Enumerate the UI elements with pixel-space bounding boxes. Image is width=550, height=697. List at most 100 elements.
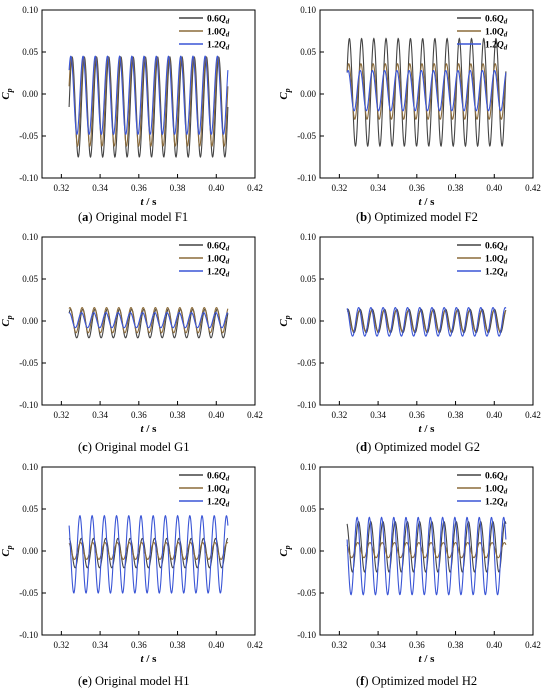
x-tick-label: 0.40 [486,410,502,420]
x-tick-label: 0.32 [331,640,347,650]
y-tick-label: 0.00 [22,316,38,326]
y-axis-label: Cp [0,315,14,326]
chart-panel-c: 0.32 0.34 0.36 0.38 0.40 0.42 -0.10 -0.05 0.00 0.… [0,232,263,435]
x-tick-label: 0.42 [247,183,263,193]
series-line-06Qqd [346,308,507,334]
x-tick-label: 0.42 [525,410,541,420]
caption-c: (c) Original model G1 [78,440,190,454]
x-tick-label: 0.36 [131,640,147,650]
y-tick-label: 0.00 [300,546,316,556]
legend-label: 0.6Qd [485,242,508,253]
x-tick-label: 0.34 [92,183,108,193]
x-tick-label: 0.38 [448,640,464,650]
y-tick-label: 0.10 [300,5,316,15]
x-tick-label: 0.36 [131,183,147,193]
legend-label: 1.0Qd [207,255,230,266]
legend-label: 1.0Qd [485,485,508,496]
chart-panel-e: 0.32 0.34 0.36 0.38 0.40 0.42 -0.10 -0.05 0.00 0.… [0,462,263,665]
x-tick-label: 0.36 [409,640,425,650]
x-tick-label: 0.32 [53,183,69,193]
legend-label: 0.6Qd [485,472,508,483]
y-tick-label: 0.10 [22,462,38,472]
chart-panel-d: 0.32 0.34 0.36 0.38 0.40 0.42 -0.10 -0.05 0.00 0.… [278,232,541,435]
x-axis-label: t / s [419,653,436,665]
y-tick-label: 0.00 [300,89,316,99]
legend-label: 0.6Qd [485,15,508,26]
y-tick-label: 0.00 [22,89,38,99]
y-tick-label: 0.00 [22,546,38,556]
x-tick-label: 0.40 [208,183,224,193]
y-tick-label: -0.05 [19,358,38,368]
series-line-12Qqd [69,312,229,329]
legend-label: 1.0Qd [485,255,508,266]
chart-panel-a: 0.32 0.34 0.36 0.38 0.40 0.42 -0.10 -0.05 0.00 0.… [0,5,263,208]
x-tick-label: 0.36 [409,410,425,420]
legend-label: 1.0Qd [207,28,230,39]
legend-label: 0.6Qd [207,15,230,26]
x-tick-label: 0.38 [170,640,186,650]
y-tick-label: -0.10 [297,173,316,183]
series-line-10Qqd [346,542,507,559]
y-tick-label: -0.10 [297,630,316,640]
y-axis-label: Cp [278,545,292,556]
legend-label: 1.2Qd [207,41,230,52]
caption-d: (d) Optimized model G2 [356,440,480,454]
x-tick-label: 0.40 [208,410,224,420]
x-axis-label: t / s [141,196,158,208]
x-tick-label: 0.38 [448,410,464,420]
x-tick-label: 0.34 [92,410,108,420]
caption-f: (f) Optimized model H2 [356,674,478,688]
y-tick-label: -0.10 [19,173,38,183]
y-axis-label: Cp [278,88,292,99]
x-tick-label: 0.32 [53,640,69,650]
legend-label: 1.2Qd [485,268,508,279]
x-tick-label: 0.36 [409,183,425,193]
y-tick-label: 0.05 [22,274,38,284]
caption-e: (e) Original model H1 [78,674,190,688]
x-tick-label: 0.32 [331,183,347,193]
x-axis-label: t / s [141,653,158,665]
y-tick-label: 0.05 [22,504,38,514]
y-tick-label: -0.10 [19,630,38,640]
series-line-12Qqd [68,514,229,594]
y-tick-label: -0.10 [297,400,316,410]
series-line-10Qqd [68,542,229,560]
x-tick-label: 0.38 [170,183,186,193]
legend-label: 1.2Qd [485,498,508,509]
x-tick-label: 0.34 [370,410,386,420]
x-tick-label: 0.38 [170,410,186,420]
x-tick-label: 0.40 [208,640,224,650]
y-tick-label: -0.05 [297,131,316,141]
x-tick-label: 0.32 [331,410,347,420]
y-tick-label: 0.10 [22,5,38,15]
legend-label: 1.2Qd [207,498,230,509]
y-tick-label: -0.05 [297,588,316,598]
x-tick-label: 0.40 [486,640,502,650]
legend-label: 1.2Qd [485,41,508,52]
y-tick-label: 0.00 [300,316,316,326]
series-line-06Qqd [346,37,507,148]
y-tick-label: -0.10 [19,400,38,410]
chart-panel-f: 0.32 0.34 0.36 0.38 0.40 0.42 -0.10 -0.05 0.00 0.… [278,462,541,665]
y-axis-label: Cp [0,88,14,99]
x-tick-label: 0.42 [525,183,541,193]
y-tick-label: 0.10 [22,232,38,242]
x-tick-label: 0.42 [247,410,263,420]
y-tick-label: 0.05 [300,47,316,57]
y-tick-label: 0.05 [300,274,316,284]
x-tick-label: 0.36 [131,410,147,420]
x-tick-label: 0.38 [448,183,464,193]
y-tick-label: 0.05 [22,47,38,57]
series-line-12Qqd [346,516,507,596]
legend-label: 1.2Qd [207,268,230,279]
x-axis-label: t / s [141,423,158,435]
series-line-12Qqd [346,306,507,337]
y-tick-label: 0.10 [300,462,316,472]
x-tick-label: 0.32 [53,410,69,420]
x-tick-label: 0.42 [525,640,541,650]
x-tick-label: 0.34 [92,640,108,650]
x-tick-label: 0.34 [370,183,386,193]
legend-label: 1.0Qd [207,485,230,496]
y-axis-label: Cp [278,315,292,326]
legend-label: 0.6Qd [207,242,230,253]
